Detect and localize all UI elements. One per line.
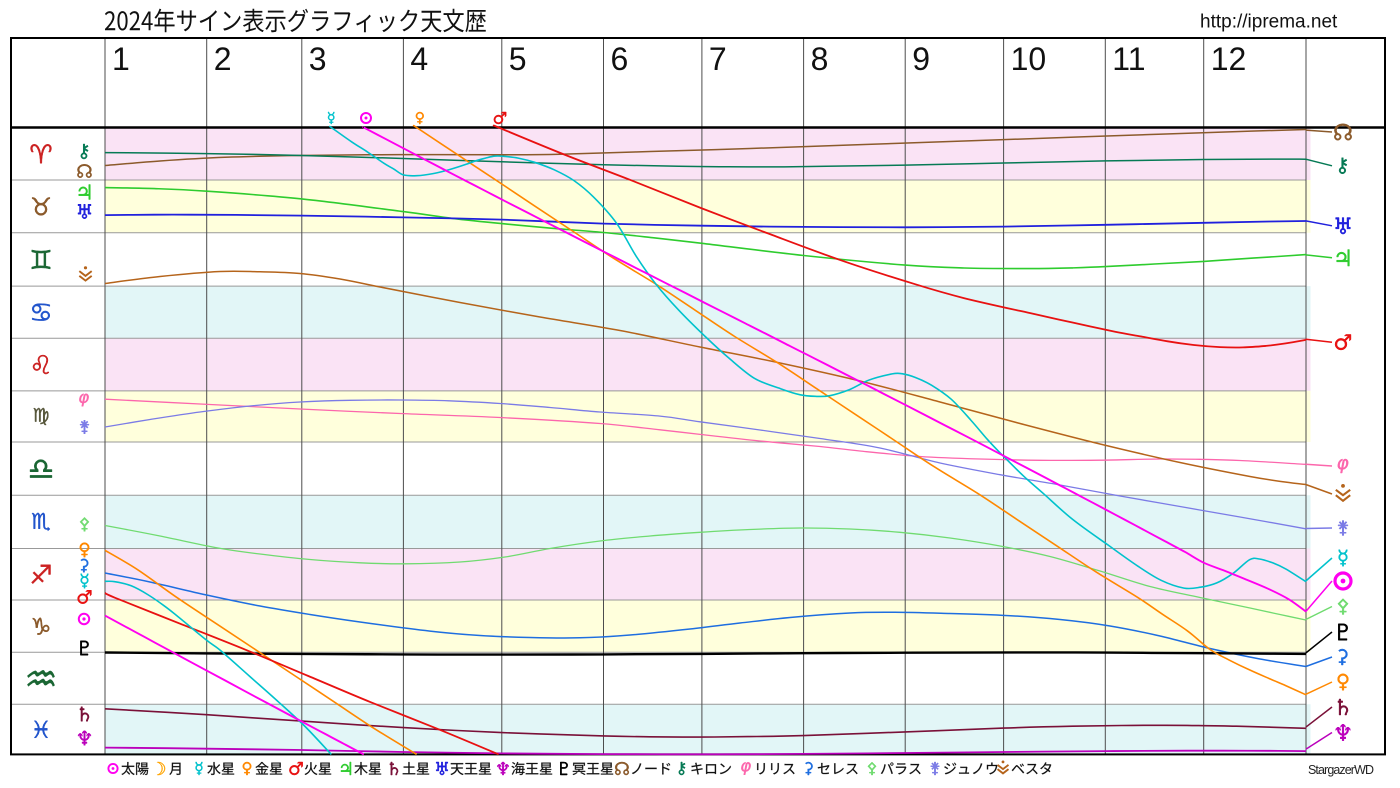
svg-text:5: 5: [509, 41, 527, 77]
svg-text:8: 8: [811, 41, 829, 77]
svg-text:2: 2: [214, 41, 232, 77]
svg-text:10: 10: [1011, 41, 1047, 77]
svg-text:9: 9: [912, 41, 930, 77]
svg-text:1: 1: [112, 41, 130, 77]
svg-text:StargazerWD: StargazerWD: [1308, 763, 1374, 777]
svg-text:4: 4: [410, 41, 428, 77]
svg-text:11: 11: [1112, 41, 1145, 77]
svg-text:3: 3: [309, 41, 327, 77]
svg-text:12: 12: [1211, 41, 1247, 77]
svg-text:6: 6: [611, 41, 629, 77]
svg-text:7: 7: [709, 41, 727, 77]
svg-text:http://iprema.net: http://iprema.net: [1200, 12, 1338, 33]
